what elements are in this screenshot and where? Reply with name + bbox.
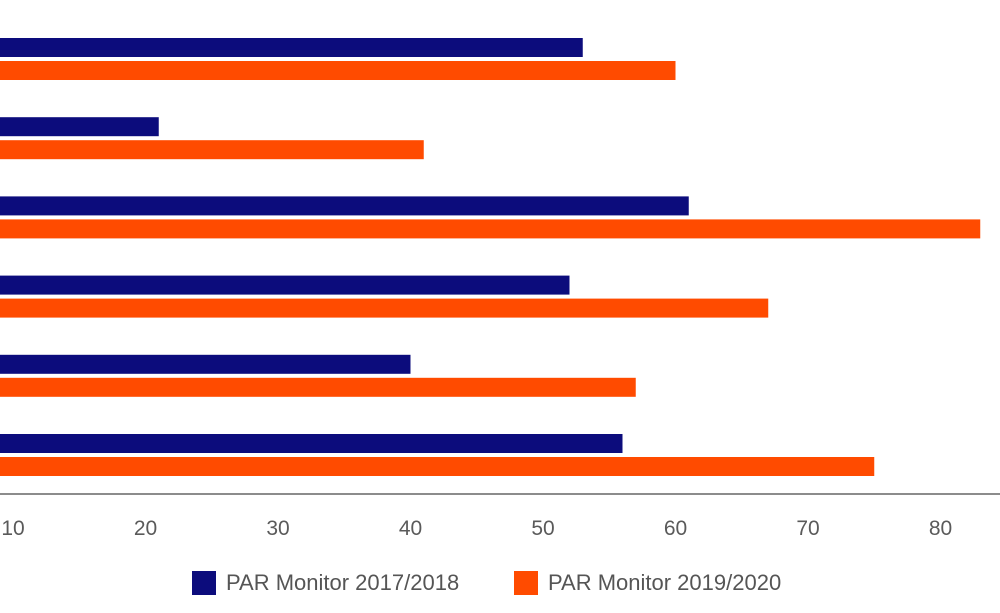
legend: PAR Monitor 2017/2018 PAR Monitor 2019/2…: [0, 566, 1000, 600]
bar-chart: 10 20 30 40 50 60 70 80: [0, 38, 1000, 540]
x-tick-label-40: 40: [399, 517, 422, 540]
x-tick-label-30: 30: [266, 517, 289, 540]
bar-series-1-group-3[interactable]: [0, 196, 689, 216]
bar-series-1-group-6[interactable]: [0, 434, 623, 453]
bars-group: [0, 38, 981, 476]
bar-series-2-group-3[interactable]: [0, 219, 981, 239]
bar-series-1-group-4[interactable]: [0, 275, 570, 295]
x-tick-label-80: 80: [929, 517, 952, 540]
legend-label-series-1: PAR Monitor 2017/2018: [226, 570, 460, 595]
bar-series-2-group-2[interactable]: [0, 140, 424, 160]
legend-label-series-2: PAR Monitor 2019/2020: [548, 570, 782, 595]
bar-series-2-group-5[interactable]: [0, 377, 636, 397]
legend-swatch-series-1: [192, 571, 216, 595]
legend-item-series-2[interactable]: PAR Monitor 2019/2020: [514, 566, 781, 600]
legend-item-series-1[interactable]: PAR Monitor 2017/2018: [192, 566, 459, 600]
x-tick-label-10: 10: [1, 517, 24, 540]
x-tick-label-70: 70: [796, 517, 819, 540]
x-tick-label-50: 50: [531, 517, 554, 540]
bar-series-1-group-1[interactable]: [0, 38, 583, 57]
bar-series-2-group-1[interactable]: [0, 61, 676, 80]
legend-swatch-series-2: [514, 571, 538, 595]
x-tick-label-60: 60: [664, 517, 687, 540]
bar-series-2-group-4[interactable]: [0, 298, 769, 318]
x-axis-ticks: 10 20 30 40 50 60 70 80: [1, 517, 952, 540]
bar-series-2-group-6[interactable]: [0, 457, 875, 476]
bar-series-1-group-2[interactable]: [0, 117, 159, 137]
bar-series-1-group-5[interactable]: [0, 354, 411, 374]
x-tick-label-20: 20: [134, 517, 157, 540]
